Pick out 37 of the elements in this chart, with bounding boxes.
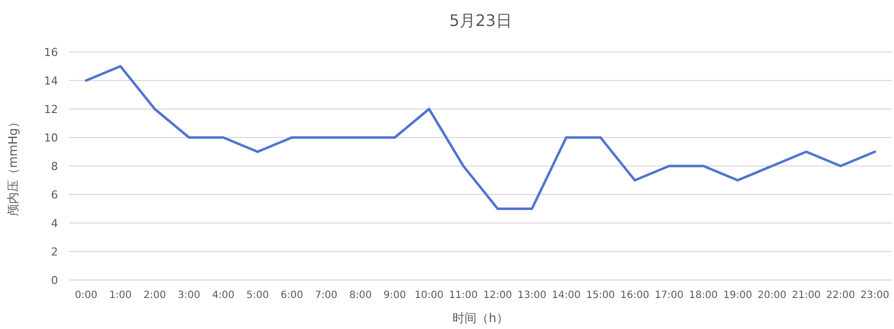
x-tick-label: 7:00 <box>314 290 338 301</box>
x-tick-label: 21:00 <box>792 290 821 301</box>
x-tick-label: 0:00 <box>74 290 98 301</box>
y-axis-title: 颅内压（mmHg） <box>6 116 20 216</box>
x-tick-label: 1:00 <box>109 290 132 301</box>
x-tick-label: 19:00 <box>723 290 752 301</box>
x-tick-label: 10:00 <box>414 290 444 301</box>
x-tick-label: 11:00 <box>448 290 478 301</box>
line-series <box>84 65 876 210</box>
x-tick-label: 17:00 <box>654 290 684 301</box>
x-tick-label: 16:00 <box>620 290 650 301</box>
y-tick-label: 10 <box>44 132 58 144</box>
y-tick-label: 4 <box>51 217 58 230</box>
y-tick-label: 16 <box>44 46 58 59</box>
x-tick-label: 8:00 <box>349 290 372 301</box>
x-tick-label: 18:00 <box>688 290 718 301</box>
x-tick-label: 22:00 <box>826 290 855 301</box>
y-tick-label: 8 <box>51 160 58 173</box>
x-tick-label: 20:00 <box>758 290 786 301</box>
y-tick-label: 0 <box>51 274 58 287</box>
x-tick-label: 23:00 <box>860 290 890 301</box>
x-tick-label: 2:00 <box>143 290 166 301</box>
x-axis-title: 时间（h） <box>452 311 508 325</box>
x-tick-label: 9:00 <box>384 290 406 301</box>
chart-title: 5月23日 <box>449 11 512 30</box>
x-tick-label: 5:00 <box>246 290 269 301</box>
y-tick-label: 2 <box>51 246 58 258</box>
x-tick-label: 6:00 <box>280 290 304 301</box>
y-tick-label: 12 <box>44 103 58 116</box>
x-tick-label: 12:00 <box>483 290 512 301</box>
x-tick-label: 3:00 <box>178 290 200 301</box>
y-tick-label: 14 <box>44 74 58 88</box>
x-tick-label: 13:00 <box>518 290 546 301</box>
x-tick-label: 4:00 <box>212 290 235 301</box>
y-tick-label: 6 <box>51 188 58 202</box>
x-tick-label: 14:00 <box>552 290 581 301</box>
x-tick-label: 15:00 <box>586 290 615 301</box>
